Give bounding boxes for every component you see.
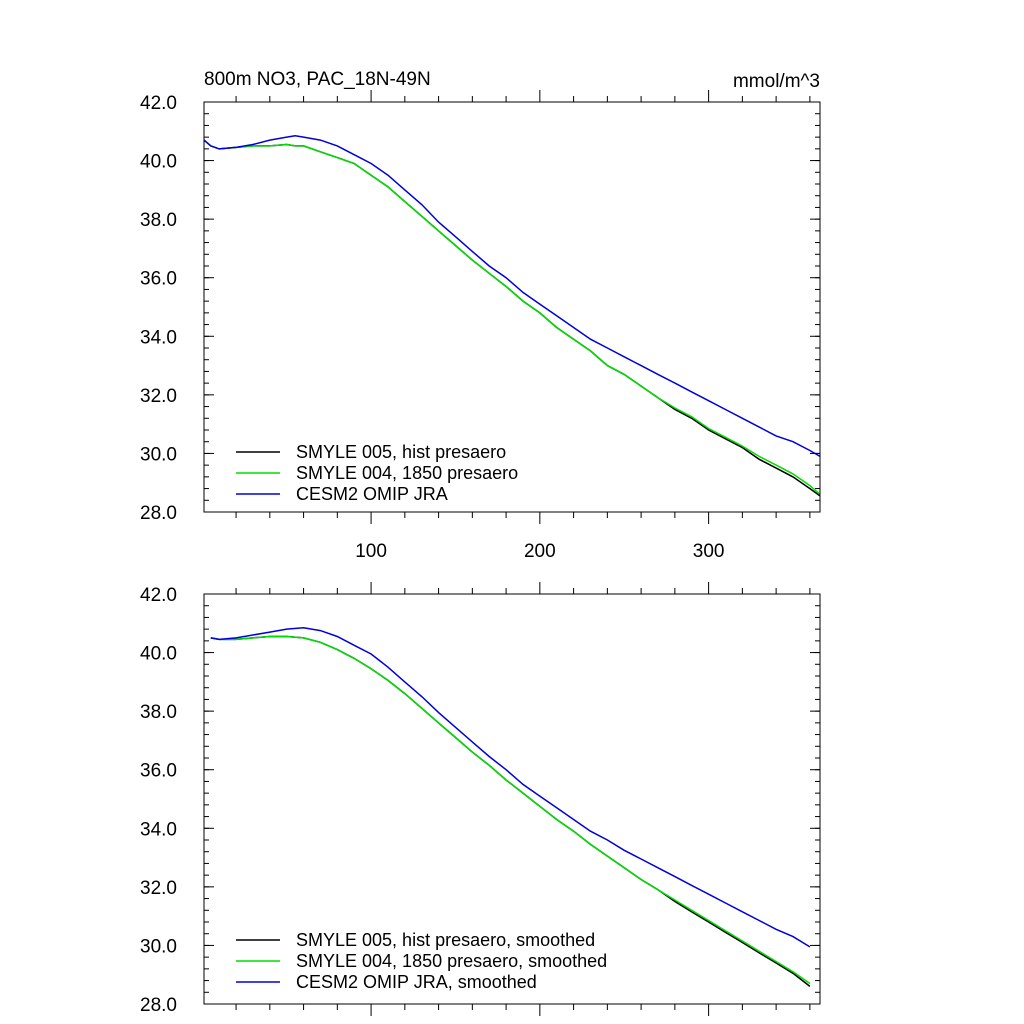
top-panel-lines xyxy=(203,134,821,497)
y-tick-label: 32.0 xyxy=(140,878,177,899)
y-tick-label: 30.0 xyxy=(140,444,177,465)
y-tick-label: 34.0 xyxy=(140,819,177,840)
top-panel-title: 800m NO3, PAC_18N-49N xyxy=(204,69,431,90)
y-tick-label: 36.0 xyxy=(140,269,177,290)
y-tick-label: 28.0 xyxy=(140,503,177,524)
top-panel-y-tick-labels: 28.0 30.0 32.0 34.0 36.0 38.0 40.0 42.0 xyxy=(140,93,177,524)
bottom-panel-y-tick-labels: 28.0 30.0 32.0 34.0 36.0 38.0 40.0 42.0 xyxy=(140,585,177,1016)
top-panel-units: mmol/m^3 xyxy=(733,71,820,92)
y-tick-label: 30.0 xyxy=(140,936,177,957)
x-tick-label: 100 xyxy=(355,541,387,562)
top-panel-ticks xyxy=(204,90,820,524)
series-line-1 xyxy=(203,139,821,495)
legend-label: SMYLE 005, hist presaero, smoothed xyxy=(296,930,595,950)
y-tick-label: 40.0 xyxy=(140,644,177,665)
bottom-panel: 28.0 30.0 32.0 34.0 36.0 38.0 40.0 42.0 SMYLE 0… xyxy=(140,582,821,1016)
y-tick-label: 32.0 xyxy=(140,386,177,407)
y-tick-label: 40.0 xyxy=(140,152,177,173)
y-tick-label: 36.0 xyxy=(140,761,177,782)
legend-label: CESM2 OMIP JRA xyxy=(296,484,448,504)
y-tick-label: 38.0 xyxy=(140,702,177,723)
legend-label: SMYLE 005, hist presaero xyxy=(296,442,506,462)
legend-label: SMYLE 004, 1850 presaero xyxy=(296,463,518,483)
y-tick-label: 42.0 xyxy=(140,585,177,606)
bottom-panel-lines xyxy=(210,626,811,987)
series-line-1 xyxy=(210,635,811,985)
y-tick-label: 34.0 xyxy=(140,327,177,348)
y-tick-label: 42.0 xyxy=(140,93,177,114)
y-tick-label: 28.0 xyxy=(140,995,177,1016)
series-line-2 xyxy=(210,626,811,948)
bottom-plot-frame xyxy=(203,593,821,1005)
top-panel: 800m NO3, PAC_18N-49N mmol/m^3 28.0 30.0 3… xyxy=(140,69,821,562)
top-panel-x-tick-labels: 100 200 300 xyxy=(355,541,724,562)
x-tick-label: 300 xyxy=(693,541,725,562)
x-tick-label: 200 xyxy=(524,541,556,562)
bottom-panel-ticks xyxy=(204,582,820,1016)
legend-label: SMYLE 004, 1850 presaero, smoothed xyxy=(296,951,607,971)
bottom-panel-legend: SMYLE 005, hist presaero, smoothedSMYLE … xyxy=(236,930,607,992)
y-tick-label: 38.0 xyxy=(140,210,177,231)
series-line-2 xyxy=(203,134,821,458)
top-plot-frame xyxy=(203,101,821,513)
legend-label: CESM2 OMIP JRA, smoothed xyxy=(296,972,537,992)
